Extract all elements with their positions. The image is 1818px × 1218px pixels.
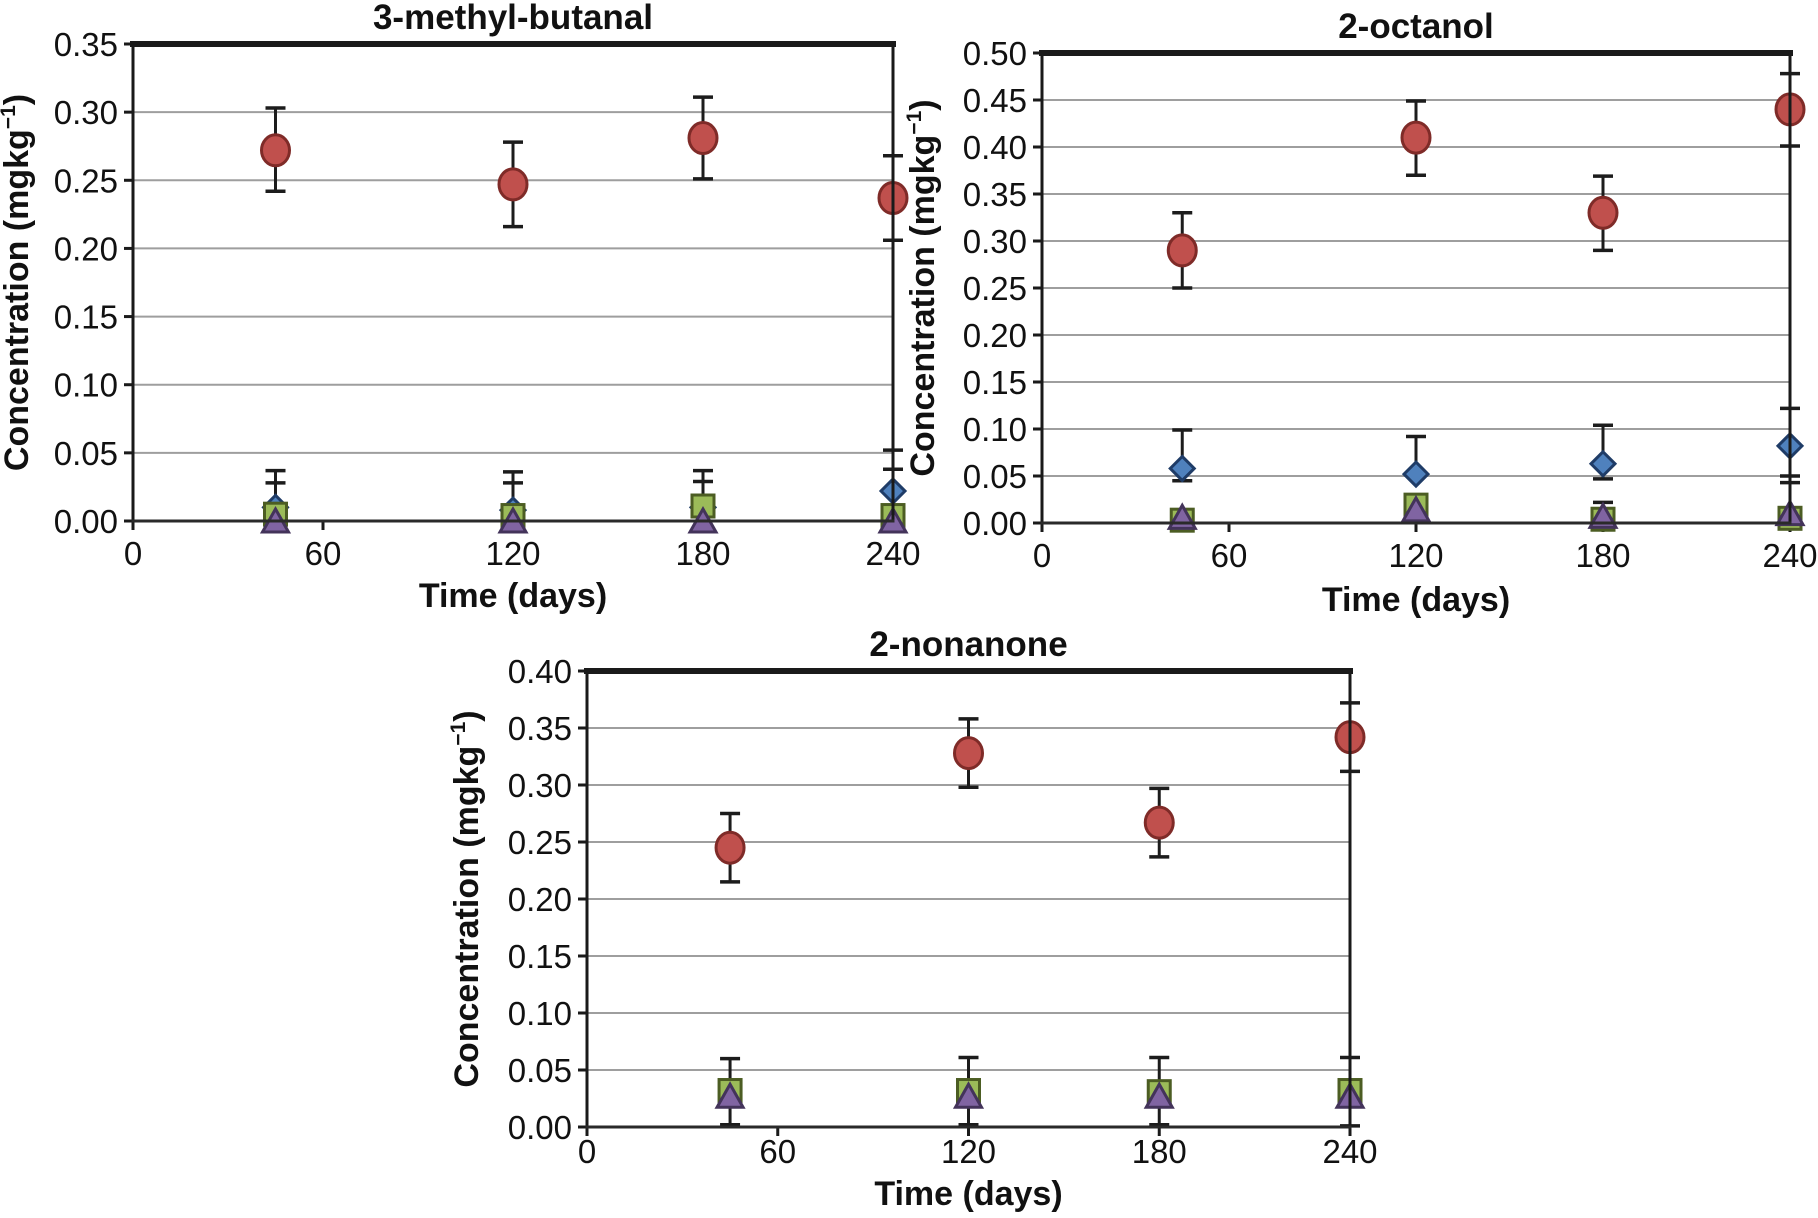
x-tick-label: 120 <box>941 1133 996 1170</box>
marker-circle <box>1587 195 1619 230</box>
y-tick-label: 0.05 <box>508 1052 572 1089</box>
chart-title: 2-nonanone <box>869 625 1067 664</box>
chart-3-methyl-butanal: 0.00 0.05 0.10 0.15 0.20 0.25 0.30 0.35 0 60 120 18… <box>0 0 921 615</box>
marker-diamond <box>1588 449 1618 478</box>
x-tick-label: 240 <box>1762 537 1817 574</box>
marker-circle <box>1166 233 1198 268</box>
y-tick-label: 0.15 <box>54 299 118 336</box>
y-tick-label: 0.30 <box>508 767 572 804</box>
x-tick-label: 60 <box>759 1133 796 1170</box>
x-tick-label: 240 <box>1322 1133 1377 1170</box>
y-tick-label: 0.20 <box>54 230 118 267</box>
marker-circle <box>714 830 746 865</box>
x-tick-label: 180 <box>675 535 730 572</box>
y-tick-label: 0.20 <box>508 881 572 918</box>
y-tick-label: 0.50 <box>963 35 1027 72</box>
chart-title: 2-octanol <box>1338 7 1494 46</box>
x-tick-label: 120 <box>1388 537 1443 574</box>
x-tick-label: 180 <box>1575 537 1630 574</box>
y-tick-label: 0.35 <box>54 26 118 63</box>
y-axis-label: Concentration (mgkg−1) <box>903 99 942 476</box>
y-tick-label: 0.15 <box>508 938 572 975</box>
y-tick-label: 0.10 <box>963 411 1027 448</box>
marker-circle <box>1400 120 1432 155</box>
y-tick-label: 0.30 <box>54 94 118 131</box>
marker-triangle <box>714 1081 746 1109</box>
y-tick-label: 0.00 <box>54 503 118 540</box>
x-axis-label: Time (days) <box>1322 581 1510 619</box>
y-tick-label: 0.30 <box>963 223 1027 260</box>
x-tick-label: 120 <box>485 535 540 572</box>
marker-circle <box>1143 805 1175 840</box>
plot-area: 0.00 0.05 0.10 0.15 0.20 0.25 0.30 0.35 0.40 0 60 1… <box>508 653 1378 1170</box>
y-tick-label: 0.15 <box>963 364 1027 401</box>
marker-circle <box>497 167 529 202</box>
y-tick-label: 0.05 <box>963 458 1027 495</box>
marker-diamond <box>1168 454 1197 483</box>
chart-2-nonanone: 0.00 0.05 0.10 0.15 0.20 0.25 0.30 0.35 0.40 0 60 1… <box>447 625 1378 1213</box>
y-tick-label: 0.00 <box>508 1109 572 1146</box>
y-tick-label: 0.10 <box>508 995 572 1032</box>
x-tick-label: 60 <box>1211 537 1248 574</box>
x-axis-label: Time (days) <box>874 1175 1062 1213</box>
y-tick-label: 0.35 <box>963 176 1027 213</box>
y-tick-label: 0.25 <box>963 270 1027 307</box>
chart-title: 3-methyl-butanal <box>373 0 653 37</box>
y-axis-label: Concentration (mgkg−1) <box>0 94 36 471</box>
plot-area: 0.00 0.05 0.10 0.15 0.20 0.25 0.30 0.35 0.40 0.45… <box>963 35 1818 574</box>
marker-triangle <box>1400 494 1432 523</box>
x-tick-label: 240 <box>865 535 920 572</box>
y-tick-label: 0.45 <box>963 82 1027 119</box>
chart-2-octanol: 0.00 0.05 0.10 0.15 0.20 0.25 0.30 0.35 0.40 0.45… <box>903 7 1818 619</box>
y-tick-label: 0.00 <box>963 505 1027 542</box>
x-axis-label: Time (days) <box>419 577 607 615</box>
marker-diamond <box>1401 459 1431 489</box>
marker-triangle <box>1143 1081 1175 1109</box>
plot-area: 0.00 0.05 0.10 0.15 0.20 0.25 0.30 0.35 0 60 120 18… <box>54 26 921 572</box>
marker-circle <box>953 736 984 771</box>
x-tick-label: 0 <box>124 535 142 572</box>
y-tick-label: 0.25 <box>54 162 118 199</box>
y-axis-label: Concentration (mgkg−1) <box>447 710 486 1087</box>
y-tick-label: 0.05 <box>54 435 118 472</box>
marker-circle <box>260 133 291 168</box>
y-tick-label: 0.20 <box>963 317 1027 354</box>
x-tick-label: 0 <box>578 1133 596 1170</box>
y-tick-label: 0.40 <box>508 653 572 690</box>
x-tick-label: 0 <box>1033 537 1051 574</box>
plot-background <box>133 44 893 521</box>
y-tick-label: 0.10 <box>54 367 118 404</box>
y-tick-label: 0.40 <box>963 129 1027 166</box>
marker-triangle <box>952 1081 985 1109</box>
y-tick-label: 0.35 <box>508 710 572 747</box>
x-tick-label: 180 <box>1132 1133 1187 1170</box>
x-tick-label: 60 <box>305 535 342 572</box>
y-tick-label: 0.25 <box>508 824 572 861</box>
marker-circle <box>687 121 719 156</box>
